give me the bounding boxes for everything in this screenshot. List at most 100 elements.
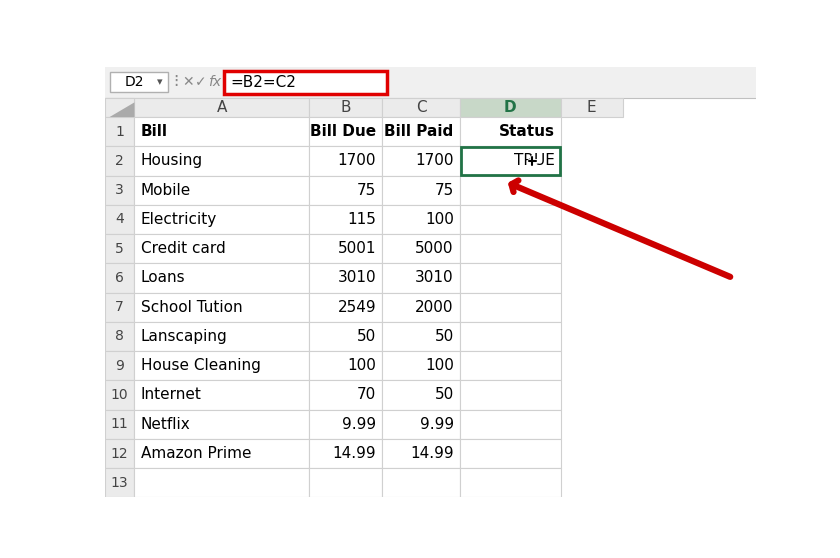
Bar [309, 205, 382, 234]
Bar [134, 234, 309, 263]
Text: 50: 50 [357, 329, 376, 344]
Bar [382, 146, 460, 176]
Text: Internet: Internet [140, 387, 202, 402]
Text: 11: 11 [111, 417, 129, 431]
Text: ✕: ✕ [182, 75, 194, 89]
Bar [309, 146, 382, 176]
Bar [134, 439, 309, 468]
Text: 2549: 2549 [338, 300, 376, 315]
Bar [105, 146, 134, 176]
Bar [134, 351, 309, 381]
Text: Electricity: Electricity [140, 212, 217, 227]
Bar [382, 322, 460, 351]
Bar [105, 381, 134, 410]
Bar [460, 117, 561, 146]
Text: 10: 10 [111, 388, 129, 402]
Bar [105, 176, 134, 205]
Text: 12: 12 [111, 446, 129, 460]
Text: 9: 9 [115, 359, 124, 373]
Bar [382, 205, 460, 234]
Bar [382, 351, 460, 381]
Bar [309, 468, 382, 497]
Bar [309, 98, 382, 117]
Text: 14.99: 14.99 [333, 446, 376, 461]
Text: Bill: Bill [140, 124, 168, 139]
Bar [382, 117, 460, 146]
Text: D: D [504, 100, 517, 115]
Bar [382, 176, 460, 205]
Bar [382, 468, 460, 497]
Text: 75: 75 [434, 182, 454, 198]
Bar [134, 146, 309, 176]
Bar [105, 439, 134, 468]
Bar [309, 439, 382, 468]
Bar [134, 98, 309, 117]
Text: School Tution: School Tution [140, 300, 242, 315]
Text: Mobile: Mobile [140, 182, 191, 198]
Text: 100: 100 [425, 358, 454, 373]
Bar [309, 322, 382, 351]
Text: 3010: 3010 [338, 271, 376, 286]
Text: 100: 100 [425, 212, 454, 227]
Bar [105, 117, 134, 146]
Text: E: E [587, 100, 596, 115]
Bar [460, 205, 561, 234]
Bar [105, 410, 134, 439]
Text: Bill Paid: Bill Paid [385, 124, 454, 139]
Text: Status: Status [498, 124, 554, 139]
Text: B: B [340, 100, 351, 115]
Bar [460, 263, 561, 292]
Text: 1700: 1700 [415, 153, 454, 169]
Bar [460, 439, 561, 468]
Polygon shape [110, 102, 134, 117]
Text: 50: 50 [434, 329, 454, 344]
Text: Loans: Loans [140, 271, 186, 286]
Bar [309, 117, 382, 146]
Bar [134, 322, 309, 351]
Bar [134, 263, 309, 292]
Bar [309, 176, 382, 205]
Bar [382, 439, 460, 468]
Bar [561, 98, 622, 117]
Bar [382, 98, 460, 117]
Bar [309, 410, 382, 439]
Bar [134, 292, 309, 322]
Text: Bill Due: Bill Due [310, 124, 376, 139]
Text: ⁝: ⁝ [174, 73, 179, 92]
Bar [460, 322, 561, 351]
Bar [460, 410, 561, 439]
Bar [224, 71, 387, 94]
Text: 8: 8 [115, 329, 124, 344]
Text: 6: 6 [115, 271, 124, 285]
Bar [134, 381, 309, 410]
Bar [134, 468, 309, 497]
Bar [382, 381, 460, 410]
Text: Amazon Prime: Amazon Prime [140, 446, 251, 461]
Text: 70: 70 [357, 387, 376, 402]
Text: 115: 115 [348, 212, 376, 227]
Bar [134, 205, 309, 234]
Text: C: C [416, 100, 427, 115]
Bar [134, 410, 309, 439]
Text: 13: 13 [111, 476, 129, 490]
Bar [460, 234, 561, 263]
Text: =B2=C2: =B2=C2 [230, 75, 297, 90]
Text: D2: D2 [125, 75, 144, 89]
Text: 9.99: 9.99 [420, 417, 454, 432]
Text: TRUE: TRUE [513, 153, 554, 169]
Text: 2000: 2000 [415, 300, 454, 315]
Text: 1: 1 [115, 124, 124, 138]
Text: 5001: 5001 [338, 241, 376, 256]
Text: 2: 2 [115, 154, 124, 168]
Bar [105, 205, 134, 234]
Bar [105, 351, 134, 381]
Bar [460, 147, 560, 175]
Bar [382, 234, 460, 263]
Text: Lanscaping: Lanscaping [140, 329, 228, 344]
Bar [460, 468, 561, 497]
Text: ▾: ▾ [157, 78, 163, 88]
Bar [105, 263, 134, 292]
Bar [105, 292, 134, 322]
Bar [309, 234, 382, 263]
Text: ✓: ✓ [195, 75, 206, 89]
